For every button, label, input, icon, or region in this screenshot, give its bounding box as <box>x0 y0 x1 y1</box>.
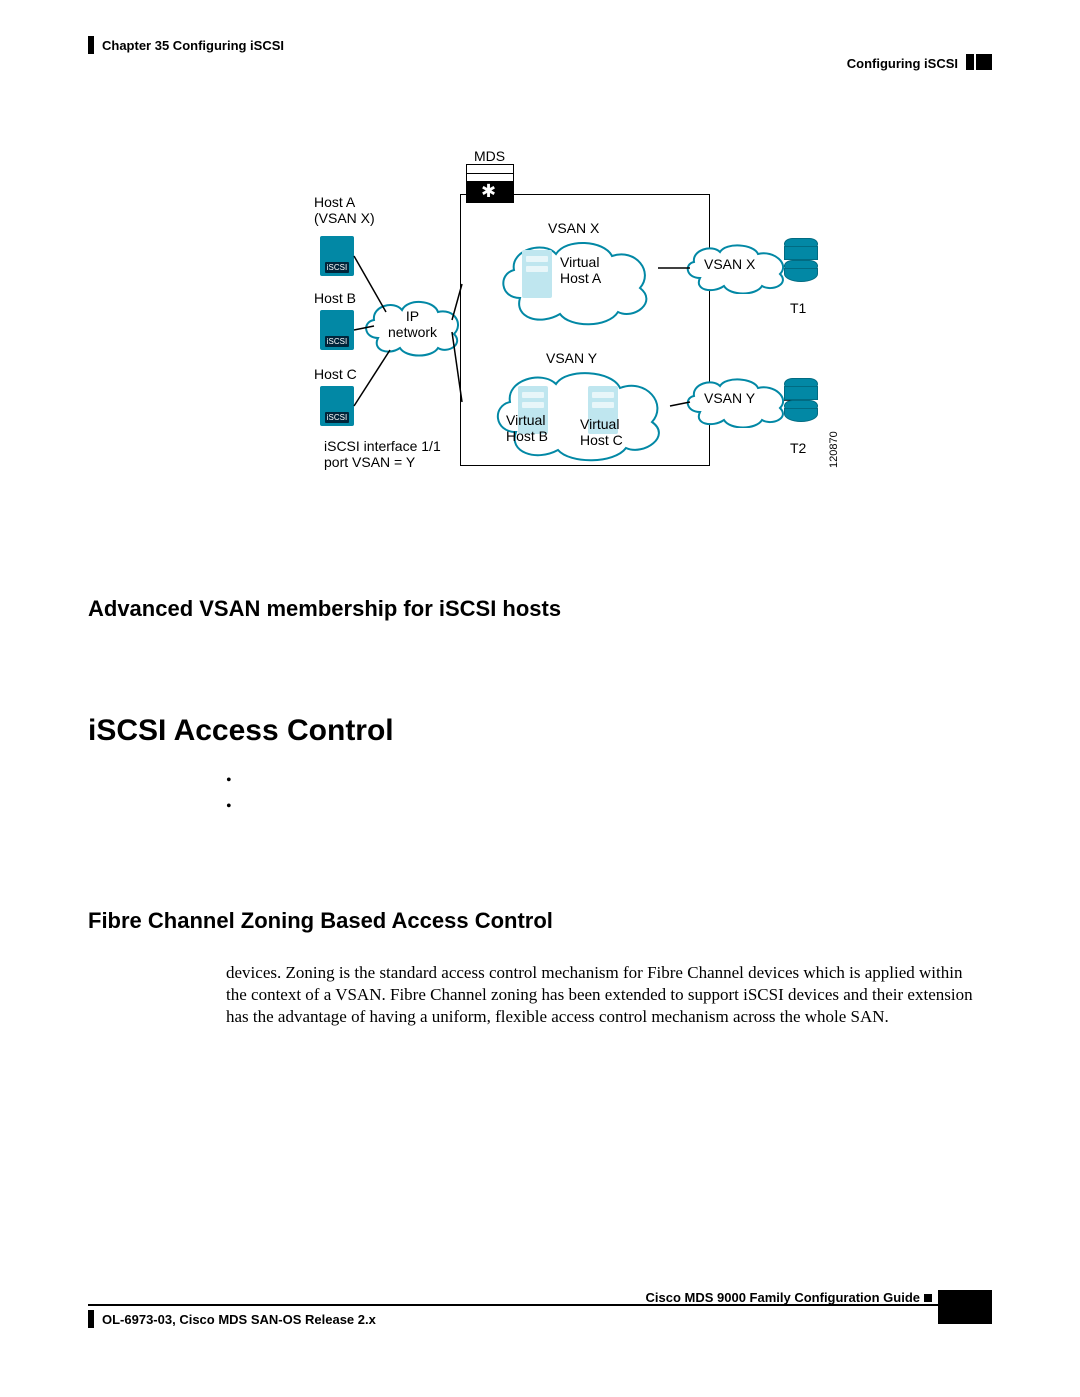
header-chapter: Chapter 35 Configuring iSCSI <box>102 38 284 53</box>
footer-small-box <box>924 1294 932 1302</box>
label-t1: T1 <box>790 300 806 316</box>
storage-t2-icon <box>784 378 818 422</box>
heading-iscsi-access-control: iSCSI Access Control <box>88 714 394 748</box>
heading-fc-zoning: Fibre Channel Zoning Based Access Contro… <box>88 908 553 934</box>
footer-page-block <box>938 1290 992 1324</box>
header-section: Configuring iSCSI <box>847 56 958 71</box>
storage-t1-icon <box>784 238 818 282</box>
header-right-small-box <box>966 54 974 70</box>
header-left-bar <box>88 36 94 54</box>
paragraph-zoning: devices. Zoning is the standard access c… <box>226 962 986 1027</box>
heading-advanced-vsan: Advanced VSAN membership for iSCSI hosts <box>88 596 561 622</box>
footer-release: OL-6973-03, Cisco MDS SAN-OS Release 2.x <box>102 1312 376 1327</box>
footer-left-bar <box>88 1310 94 1328</box>
label-t2: T2 <box>790 440 806 456</box>
page: Chapter 35 Configuring iSCSI Configuring… <box>88 36 992 1356</box>
header-right-box <box>976 54 992 70</box>
figure-id: 120870 <box>828 431 840 468</box>
diagram: MDS ✱ Host A (VSAN X) iSCSI Host B iSCSI… <box>228 154 888 514</box>
edges-right <box>228 154 828 474</box>
footer-guide: Cisco MDS 9000 Family Configuration Guid… <box>646 1290 921 1305</box>
